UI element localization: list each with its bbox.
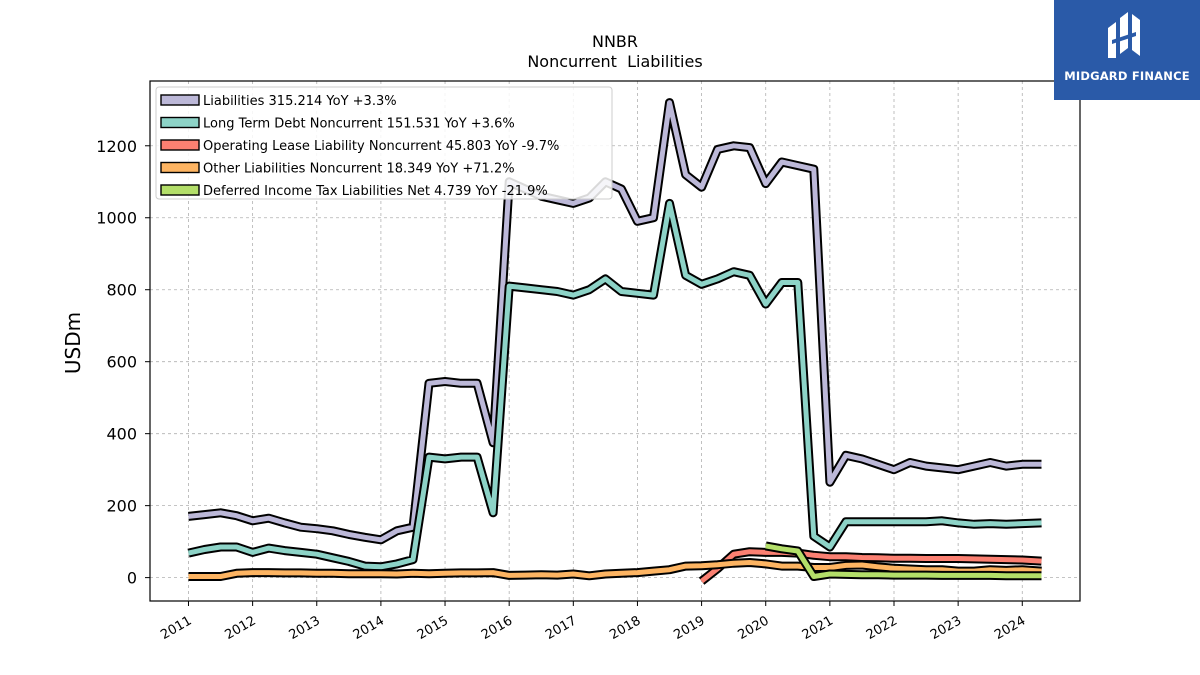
legend-entry: Deferred Income Tax Liabilities Net 4.73… xyxy=(203,184,548,199)
series-line xyxy=(700,549,1042,584)
chart-title: NNBR xyxy=(592,32,638,51)
y-tick-label: 1000 xyxy=(96,209,137,228)
legend-entry: Liabilities 315.214 YoY +3.3% xyxy=(203,94,397,109)
series-line xyxy=(188,100,1042,543)
legend-swatch xyxy=(160,116,200,129)
x-tick-label: 2020 xyxy=(736,613,772,643)
x-tick-label: 2023 xyxy=(928,613,964,643)
legend-swatch xyxy=(160,161,200,174)
x-tick-label: 2021 xyxy=(800,613,836,643)
legend-entry: Operating Lease Liability Noncurrent 45.… xyxy=(203,139,559,154)
x-tick-label: 2014 xyxy=(351,613,387,643)
plot-frame xyxy=(149,80,1081,602)
y-tick-label: 400 xyxy=(106,425,137,444)
y-tick-label: 600 xyxy=(106,353,137,372)
x-tick-label: 2019 xyxy=(671,613,707,643)
x-tick-label: 2015 xyxy=(415,613,451,643)
series-layer xyxy=(187,98,1042,585)
y-tick-label: 0 xyxy=(127,569,137,588)
legend-entry: Long Term Debt Noncurrent 151.531 YoY +3… xyxy=(203,117,515,132)
legend-swatch xyxy=(160,139,200,151)
legend-swatch xyxy=(160,94,200,106)
x-tick-label: 2011 xyxy=(158,613,194,643)
chart-subtitle: Noncurrent Liabilities xyxy=(527,52,702,71)
y-axis-label: USDm xyxy=(61,312,85,374)
y-tick-label: 200 xyxy=(106,497,137,516)
x-tick-label: 2013 xyxy=(287,613,323,643)
legend-swatch xyxy=(160,184,200,196)
x-tick-label: 2018 xyxy=(607,613,643,643)
legend: Liabilities 315.214 YoY +3.3% Long Term D… xyxy=(155,86,613,200)
midgard-finance-logo: MIDGARD FINANCE xyxy=(1054,0,1200,100)
y-tick-label: 1200 xyxy=(96,137,137,156)
x-tick-label: 2016 xyxy=(479,613,515,643)
legend-entry: Other Liabilities Noncurrent 18.349 YoY … xyxy=(203,162,515,177)
y-tick-label: 800 xyxy=(106,281,137,300)
x-tick-label: 2024 xyxy=(992,613,1028,643)
series-line xyxy=(188,560,1042,579)
y-axis: 0 200 400 600 800 1000 1200 xyxy=(96,137,150,588)
series-line xyxy=(187,200,1042,570)
x-axis: 2011 2012 2013 2014 2015 2016 2017 2018 2019 2020… xyxy=(158,601,1028,643)
logo-mark-icon xyxy=(1108,12,1140,58)
x-tick-label: 2022 xyxy=(864,613,900,643)
x-tick-label: 2012 xyxy=(222,613,258,643)
legend-box xyxy=(155,86,613,200)
logo-text: MIDGARD FINANCE xyxy=(1064,69,1190,83)
series-line xyxy=(765,543,1042,579)
x-tick-label: 2017 xyxy=(543,613,579,643)
